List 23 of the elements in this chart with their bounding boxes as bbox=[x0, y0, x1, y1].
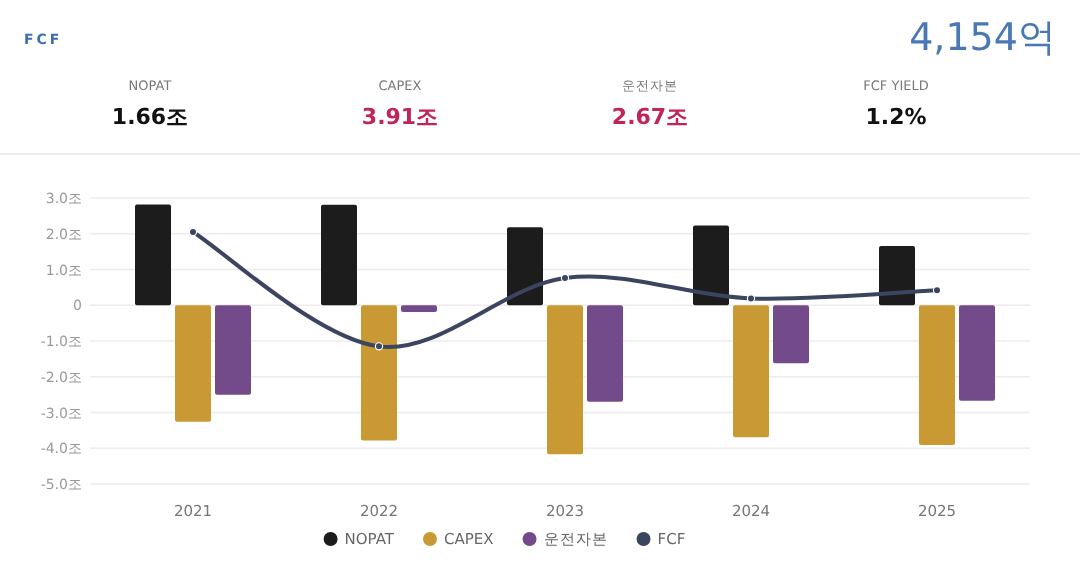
bar bbox=[175, 305, 211, 422]
bar bbox=[507, 227, 543, 306]
point bbox=[932, 286, 942, 295]
point bbox=[746, 294, 756, 303]
bar bbox=[547, 305, 583, 455]
bar bbox=[919, 305, 955, 446]
text: 1.2% bbox=[865, 104, 927, 130]
bar bbox=[959, 305, 995, 401]
text: 2.67조 bbox=[611, 104, 689, 130]
bar bbox=[879, 245, 915, 306]
point bbox=[374, 342, 384, 351]
bar bbox=[135, 204, 171, 306]
text: 4,154억 bbox=[909, 16, 1056, 60]
bar bbox=[215, 305, 251, 395]
text: 1.66조 bbox=[111, 104, 189, 130]
bar bbox=[321, 204, 357, 306]
bar bbox=[733, 305, 769, 438]
bar bbox=[693, 225, 729, 306]
bar bbox=[773, 305, 809, 364]
text: 3.91조 bbox=[361, 104, 439, 130]
bar bbox=[587, 305, 623, 402]
bar bbox=[401, 305, 437, 313]
bar bbox=[361, 305, 397, 441]
